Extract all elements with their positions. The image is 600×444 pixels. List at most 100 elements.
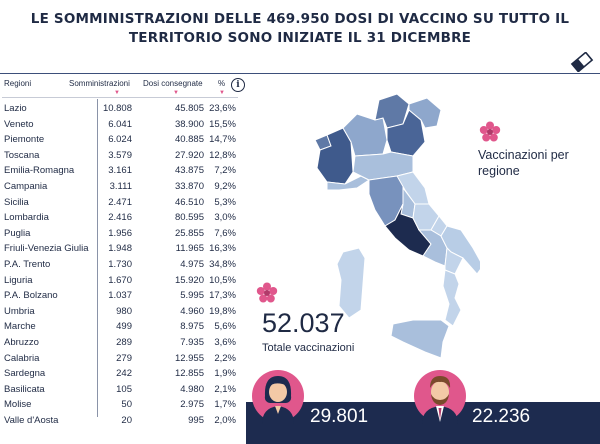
region-name: Umbria: [4, 305, 35, 317]
table-row[interactable]: Calabria 279 12.955 2,2%: [0, 351, 240, 367]
percent-value: 17,3%: [209, 290, 236, 302]
table-row[interactable]: Liguria 1.670 15.920 10,5%: [0, 273, 240, 289]
table-row[interactable]: Lazio 10.808 45.805 23,6%: [0, 101, 240, 117]
region-name: Basilicata: [4, 383, 45, 395]
delivered-value: 40.885: [174, 134, 204, 146]
delivered-value: 43.875: [174, 165, 204, 177]
table-row[interactable]: Friuli-Venezia Giulia 1.948 11.965 16,3%: [0, 241, 240, 257]
region-name: Calabria: [4, 352, 40, 364]
delivered-value: 11.965: [175, 243, 204, 255]
percent-value: 14,7%: [209, 134, 236, 146]
delivered-value: 5.995: [180, 290, 204, 302]
header-delivered[interactable]: Dosi consegnate: [143, 79, 203, 88]
delivered-value: 80.595: [174, 212, 204, 224]
region-trentino: [374, 93, 410, 129]
administered-value: 499: [116, 321, 132, 333]
delivered-value: 12.855: [174, 368, 204, 380]
header-administered[interactable]: Somministrazioni: [69, 79, 130, 88]
region-name: Marche: [4, 321, 36, 333]
region-emilia: [352, 151, 414, 181]
administered-value: 1.730: [108, 259, 132, 270]
table-row[interactable]: Sardegna 242 12.855 1,9%: [0, 366, 240, 382]
region-name: P.A. Bolzano: [4, 290, 58, 302]
delivered-value: 38.900: [174, 118, 204, 130]
administered-value: 1.948: [108, 243, 132, 255]
percent-value: 23,6%: [209, 103, 236, 114]
percent-value: 19,8%: [209, 305, 236, 317]
sort-arrow-icon[interactable]: ▼: [219, 90, 225, 96]
table-row[interactable]: Lombardia 2.416 80.595 3,0%: [0, 210, 240, 226]
sort-arrow-icon[interactable]: ▼: [173, 90, 179, 96]
region-piemonte: [316, 127, 354, 185]
delivered-value: 33.870: [174, 181, 204, 192]
table-row[interactable]: Abruzzo 289 7.935 3,6%: [0, 335, 240, 351]
administered-value: 20: [121, 415, 132, 426]
table-row[interactable]: Toscana 3.579 27.920 12,8%: [0, 148, 240, 164]
region-name: Valle d'Aosta: [4, 415, 59, 426]
percent-value: 9,2%: [214, 181, 236, 192]
percent-value: 5,3%: [214, 196, 236, 208]
region-sicilia: [390, 319, 450, 359]
administered-value: 1.037: [108, 290, 132, 302]
region-name: Molise: [4, 399, 32, 411]
administered-value: 2.416: [108, 212, 132, 224]
women-count: 29.801: [310, 406, 369, 427]
table-row[interactable]: Veneto 6.041 38.900 15,5%: [0, 117, 240, 133]
header-divider: [2, 97, 238, 98]
region-name: Emilia-Romagna: [4, 165, 75, 177]
percent-value: 1,9%: [214, 368, 236, 380]
header-percent[interactable]: %: [218, 79, 226, 88]
percent-value: 7,6%: [214, 227, 236, 239]
column-divider: [97, 99, 98, 417]
region-sardegna: [336, 247, 366, 319]
info-icon[interactable]: i: [231, 78, 245, 92]
table-row[interactable]: Emilia-Romagna 3.161 43.875 7,2%: [0, 163, 240, 179]
table-row[interactable]: Basilicata 105 4.980 2,1%: [0, 382, 240, 398]
table-row[interactable]: Piemonte 6.024 40.885 14,7%: [0, 132, 240, 148]
region-name: Friuli-Venezia Giulia: [4, 243, 89, 255]
table-row[interactable]: Marche 499 8.975 5,6%: [0, 319, 240, 335]
percent-value: 2,0%: [214, 415, 236, 426]
delivered-value: 8.975: [180, 321, 204, 333]
table-row[interactable]: Molise 50 2.975 1,7%: [0, 397, 240, 413]
header-region[interactable]: Regioni: [4, 79, 32, 88]
table-row[interactable]: P.A. Bolzano 1.037 5.995 17,3%: [0, 288, 240, 304]
table-row[interactable]: Campania 3.111 33.870 9,2%: [0, 179, 240, 195]
italy-choropleth-map: [314, 93, 480, 359]
delivered-value: 4.960: [180, 305, 204, 317]
flower-icon: [479, 121, 501, 142]
administered-value: 2.471: [108, 196, 132, 208]
table-row[interactable]: Sicilia 2.471 46.510 5,3%: [0, 195, 240, 211]
percent-value: 3,6%: [214, 337, 236, 348]
region-name: Lombardia: [4, 212, 49, 224]
percent-value: 15,5%: [209, 118, 236, 130]
man-avatar-icon: [414, 370, 466, 424]
administered-value: 105: [116, 383, 132, 395]
sort-arrow-icon[interactable]: ▼: [114, 90, 120, 96]
table-row[interactable]: P.A. Trento 1.730 4.975 34,8%: [0, 257, 240, 273]
flower-icon: [256, 282, 278, 303]
table-row[interactable]: Valle d'Aosta 20 995 2,0%: [0, 413, 240, 429]
administered-value: 6.041: [108, 118, 132, 130]
table-row[interactable]: Puglia 1.956 25.855 7,6%: [0, 226, 240, 242]
delivered-value: 4.975: [180, 259, 204, 270]
percent-value: 34,8%: [209, 259, 236, 270]
region-friuli: [408, 97, 442, 129]
administered-value: 3.579: [108, 149, 132, 161]
total-vaccinations-label: Totale vaccinazioni: [262, 342, 355, 354]
region-name: Campania: [4, 181, 48, 192]
administered-value: 980: [116, 305, 132, 317]
administered-value: 289: [116, 337, 132, 348]
region-name: Puglia: [4, 227, 31, 239]
percent-value: 10,5%: [209, 274, 236, 286]
percent-value: 12,8%: [209, 149, 236, 161]
administered-value: 1.670: [108, 274, 132, 286]
region-name: Veneto: [4, 118, 34, 130]
percent-value: 5,6%: [214, 321, 236, 333]
administered-value: 10.808: [102, 103, 132, 114]
eraser-icon[interactable]: [570, 52, 594, 72]
divider: [0, 73, 600, 74]
delivered-value: 15.920: [174, 274, 204, 286]
administered-value: 279: [116, 352, 132, 364]
table-row[interactable]: Umbria 980 4.960 19,8%: [0, 304, 240, 320]
